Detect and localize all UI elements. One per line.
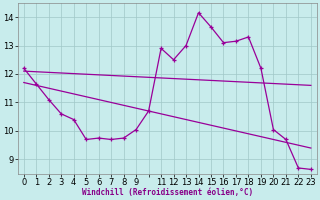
X-axis label: Windchill (Refroidissement éolien,°C): Windchill (Refroidissement éolien,°C) xyxy=(82,188,253,197)
